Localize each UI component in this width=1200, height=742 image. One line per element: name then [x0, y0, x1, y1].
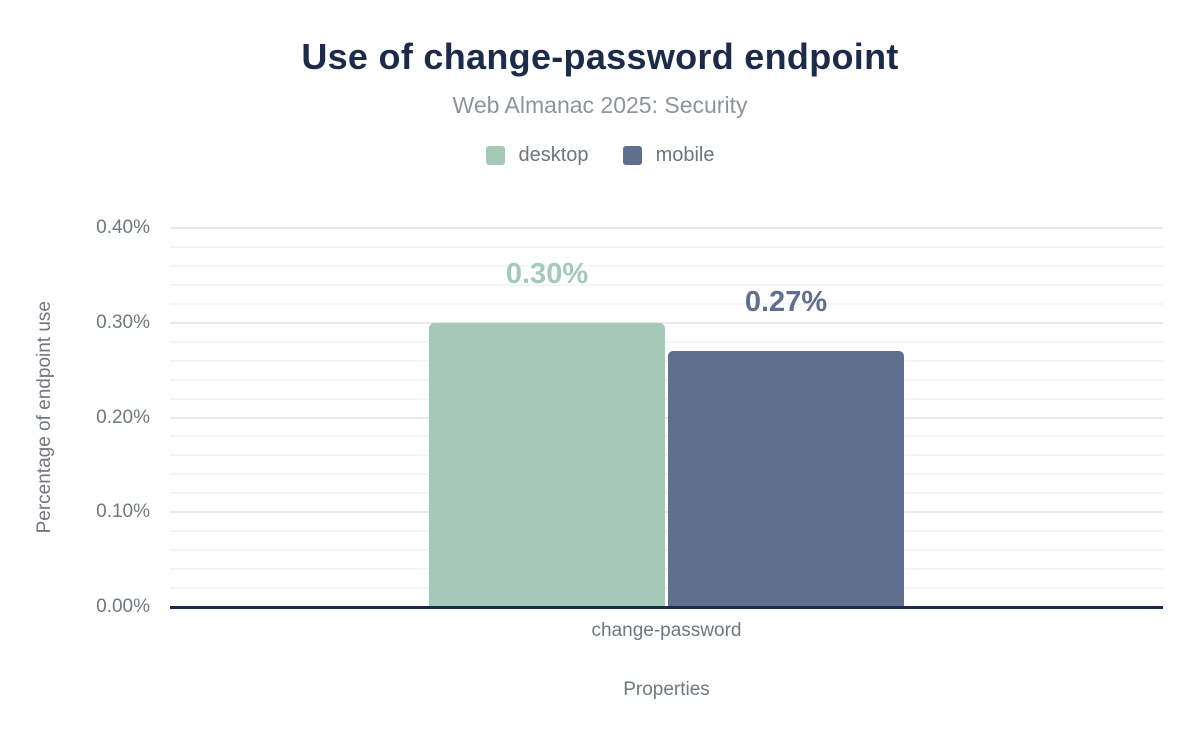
gridline-minor — [170, 359, 1163, 362]
gridline-major — [170, 511, 1163, 514]
gridline-minor — [170, 245, 1163, 248]
x-axis-title: Properties — [623, 679, 710, 700]
gridline-minor — [170, 397, 1163, 400]
plot-area: 0.30% 0.27% — [170, 227, 1163, 609]
y-tick-label: 0.20% — [96, 406, 150, 428]
legend-item-mobile[interactable]: mobile — [622, 144, 715, 167]
y-tick-label: 0.10% — [96, 501, 150, 523]
legend-label-desktop: desktop — [518, 144, 589, 166]
bars-group: 0.30% 0.27% — [170, 228, 1163, 607]
gridline-minor — [170, 568, 1163, 571]
gridline-minor — [170, 473, 1163, 476]
y-tick-label: 0.40% — [96, 217, 150, 238]
bar-mobile[interactable]: 0.27% — [668, 286, 904, 607]
bar-value-label-mobile: 0.27% — [744, 286, 828, 319]
legend-label-mobile: mobile — [655, 144, 715, 166]
gridline-minor — [170, 530, 1163, 533]
legend-swatch-desktop — [485, 146, 505, 165]
gridline-minor — [170, 587, 1163, 590]
bar-value-label-desktop: 0.30% — [505, 257, 589, 290]
x-axis-line — [170, 606, 1163, 609]
y-tick-label: 0.30% — [96, 311, 150, 333]
legend-swatch-mobile — [622, 146, 642, 165]
gridline-minor — [170, 454, 1163, 457]
y-tick-label: 0.00% — [96, 596, 150, 617]
gridline-minor — [170, 435, 1163, 438]
gridline-minor — [170, 492, 1163, 495]
gridline-minor — [170, 283, 1163, 286]
gridline-minor — [170, 302, 1163, 305]
chart-subtitle: Web Almanac 2025: Security — [452, 92, 748, 118]
gridline-major — [170, 227, 1163, 229]
legend: desktop mobile — [0, 144, 1200, 167]
gridline-minor — [170, 549, 1163, 552]
gridline-major — [170, 416, 1163, 419]
gridline-major — [170, 321, 1163, 324]
bar-desktop[interactable]: 0.30% — [429, 258, 665, 607]
gridline-minor — [170, 264, 1163, 267]
legend-item-desktop[interactable]: desktop — [485, 144, 589, 167]
y-axis-ticks: 0.00% 0.10% 0.20% 0.30% 0.40% — [0, 217, 150, 617]
gridline-minor — [170, 378, 1163, 381]
chart-title: Use of change-password endpoint — [301, 36, 899, 77]
x-axis-tick-label: change-password — [591, 620, 742, 641]
gridline-minor — [170, 340, 1163, 343]
